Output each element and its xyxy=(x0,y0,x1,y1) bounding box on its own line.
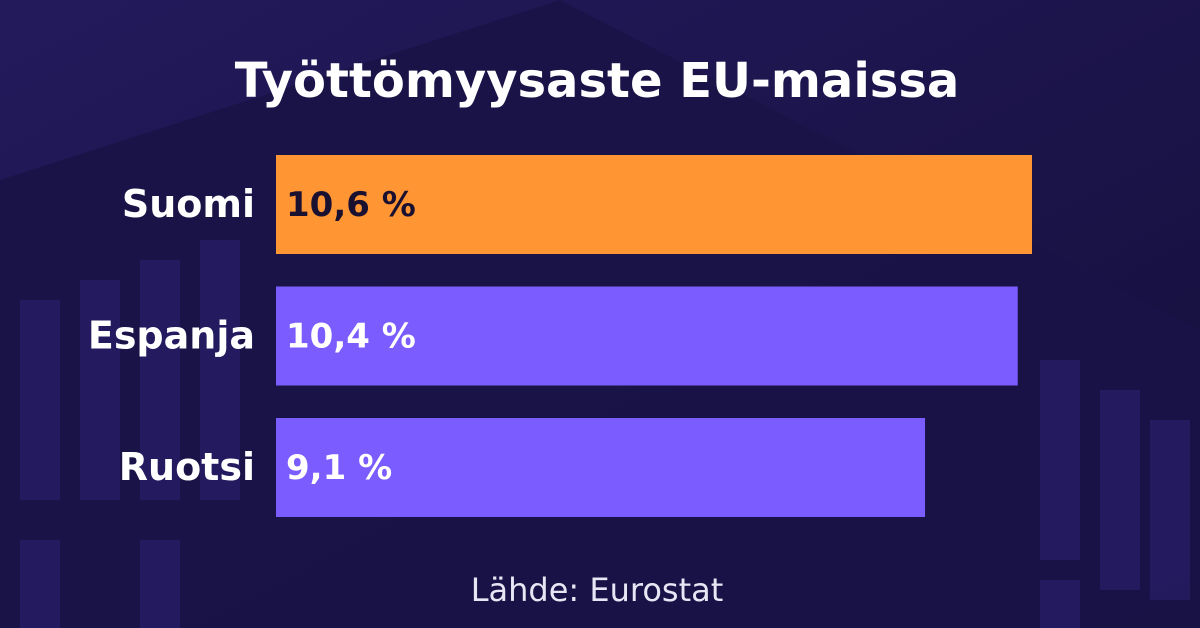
bar xyxy=(276,286,1018,386)
value-label: 10,4 % xyxy=(286,317,416,357)
source: Lähde: Eurostat xyxy=(471,571,724,609)
category-label: Ruotsi xyxy=(119,445,255,489)
chart-title: Työttömyysaste EU-maissa xyxy=(235,53,960,109)
windows xyxy=(20,240,1190,628)
category-label: Espanja xyxy=(88,314,255,358)
bar xyxy=(276,418,926,517)
bar xyxy=(276,155,1032,254)
category-label: Suomi xyxy=(122,182,255,226)
value-label: 9,1 % xyxy=(286,448,392,488)
value-label: 10,6 % xyxy=(286,185,416,225)
